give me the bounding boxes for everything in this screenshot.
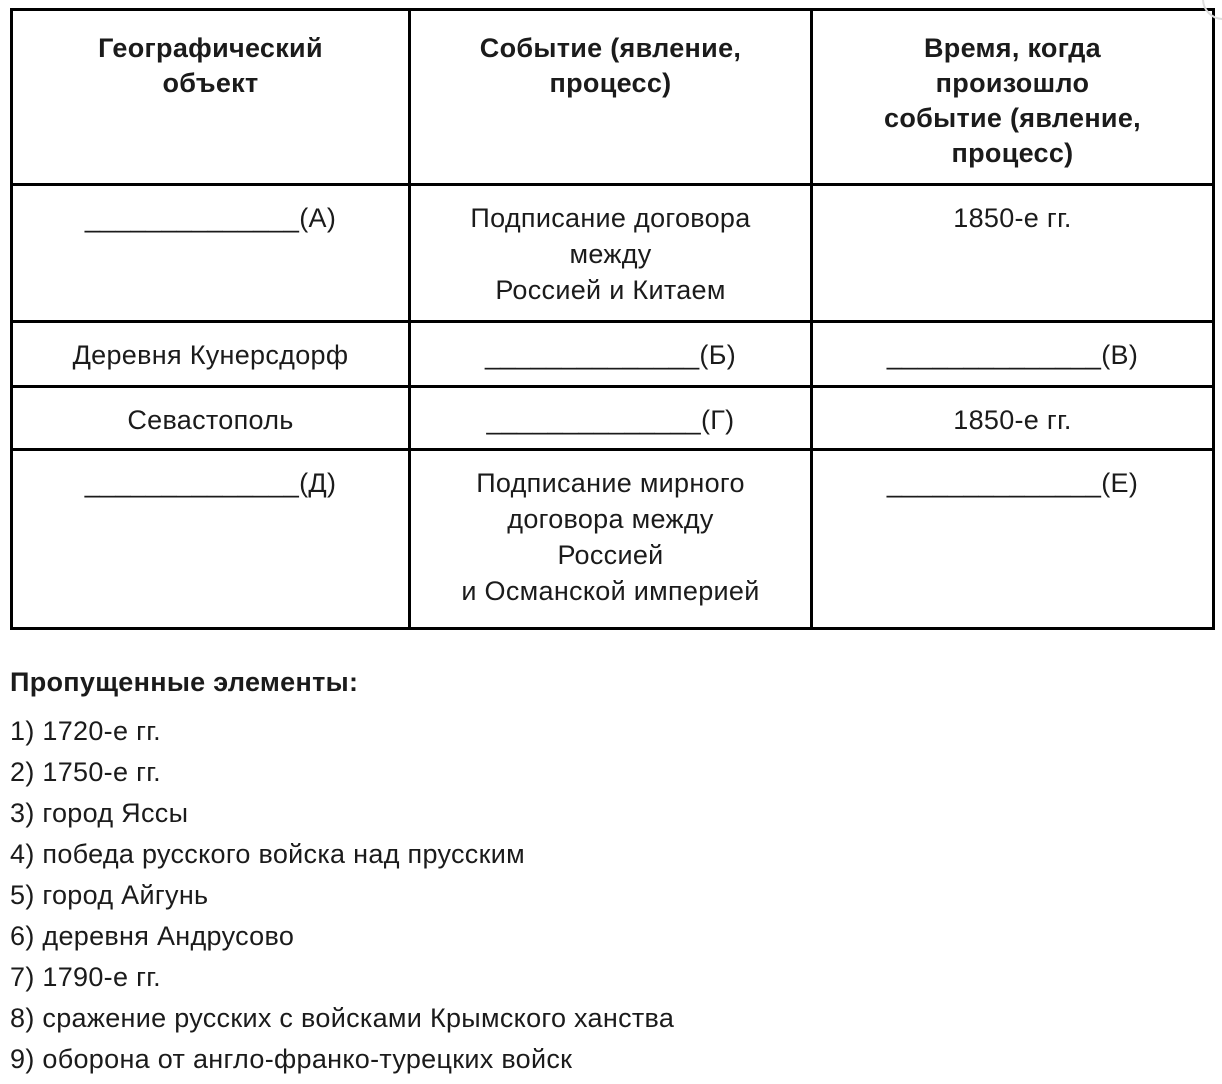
cell-blank-b: ______________(Б) — [408, 320, 813, 388]
list-item: 5) город Айгунь — [10, 880, 209, 910]
table-row: ______________(А) Подписание договора ме… — [10, 183, 1215, 323]
header-time: Время, когда произошло событие (явление,… — [810, 8, 1215, 186]
table-header-row: Географический объект Событие (явление, … — [10, 8, 1215, 186]
cell-blank-e: ______________(Е) — [810, 448, 1215, 630]
matching-table: Географический объект Событие (явление, … — [10, 8, 1215, 630]
list-item: 8) сражение русских с войсками Крымского… — [10, 1003, 675, 1033]
cell-time-1850s: 1850-е гг. — [810, 183, 1215, 323]
list-item: 2) 1750-е гг. — [10, 757, 161, 787]
cell-event-russia-ottoman-treaty: Подписание мирного договора между Россие… — [408, 448, 813, 630]
list-item: 9) оборона от англо-франко-турецких войс… — [10, 1044, 573, 1074]
list-item: 4) победа русского войска над прусским — [10, 839, 525, 869]
cell-place-sevastopol: Севастополь — [10, 385, 411, 451]
cell-blank-g: ______________(Г) — [408, 385, 813, 451]
cell-blank-v: ______________(В) — [810, 320, 1215, 388]
header-geographic-object: Географический объект — [10, 8, 411, 186]
list-item: 3) город Яссы — [10, 798, 189, 828]
header-event: Событие (явление, процесс) — [408, 8, 813, 186]
cell-blank-a: ______________(А) — [10, 183, 411, 323]
list-item: 1) 1720-е гг. — [10, 716, 161, 746]
cell-blank-d: ______________(Д) — [10, 448, 411, 630]
cell-place-kunersdorf: Деревня Кунерсдорф — [10, 320, 411, 388]
table-row: Деревня Кунерсдорф ______________(Б) ___… — [10, 320, 1215, 388]
table-row: ______________(Д) Подписание мирного дог… — [10, 448, 1215, 630]
table-row: Севастополь ______________(Г) 1850-е гг. — [10, 385, 1215, 451]
list-item: 6) деревня Андрусово — [10, 921, 295, 951]
missing-elements-title: Пропущенные элементы: — [10, 667, 359, 697]
list-item: 7) 1790-е гг. — [10, 962, 161, 992]
missing-elements-section: Пропущенные элементы: 1) 1720-е гг. 2) 1… — [10, 662, 1210, 1080]
cell-event-russia-china-treaty: Подписание договора между Россией и Кита… — [408, 183, 813, 323]
cell-time-1850s: 1850-е гг. — [810, 385, 1215, 451]
